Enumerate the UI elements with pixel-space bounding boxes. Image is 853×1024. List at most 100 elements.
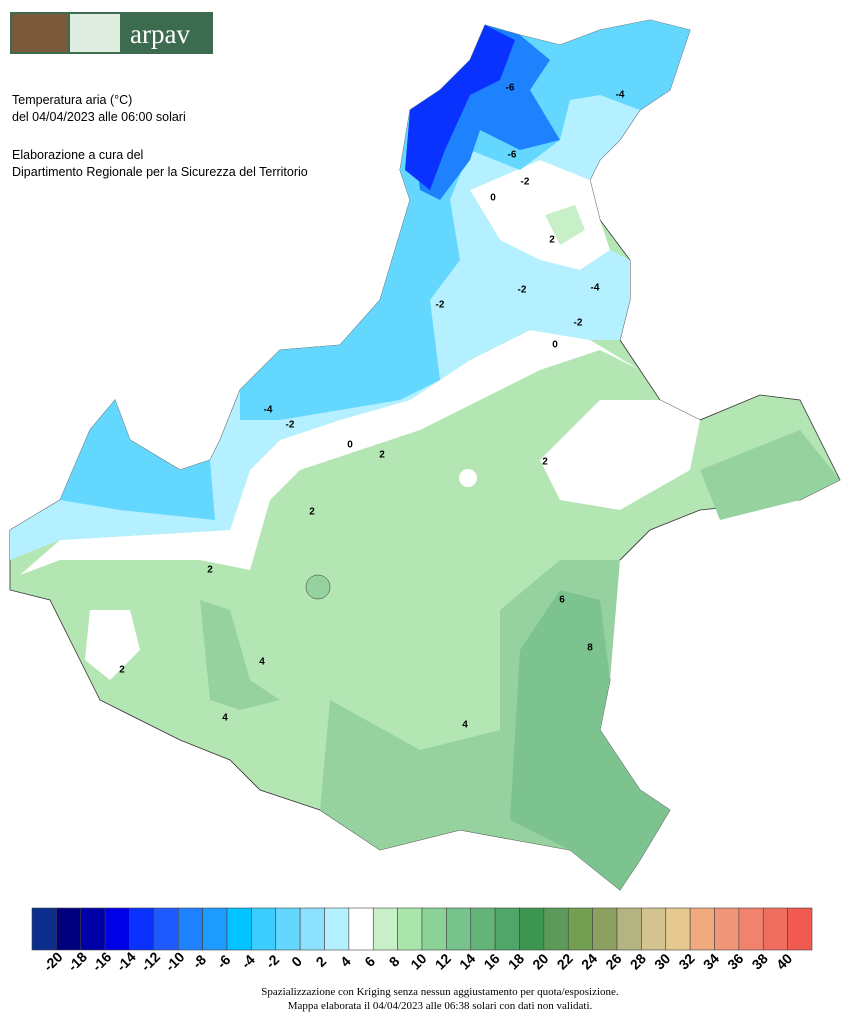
legend-swatch (787, 907, 813, 951)
legend-label: 10 (407, 950, 429, 972)
legend-label: -16 (89, 949, 115, 975)
contour-label: 4 (259, 657, 265, 668)
title: Temperatura aria (°C) (12, 93, 132, 107)
legend-label: 12 (432, 950, 454, 972)
contour-label: 0 (552, 340, 558, 351)
contour-label: 2 (542, 457, 548, 468)
legend-label: 4 (337, 953, 354, 970)
legend-swatch (567, 907, 593, 951)
legend-label: 22 (554, 950, 576, 972)
contour-labels: -6 -6 -4 -2 0 2 -2 -4 -2 0 -2 -4 -2 0 2 2 2 4 4 4 6 8 2 2 (119, 83, 625, 731)
legend-swatch (421, 907, 447, 951)
legend-swatch (665, 907, 691, 951)
legend-label: 40 (773, 950, 795, 972)
legend-label: 26 (602, 950, 624, 972)
legend-swatch (372, 907, 398, 951)
zone-4 (200, 600, 280, 710)
legend-label: -20 (40, 949, 66, 975)
legend-swatch (689, 907, 715, 951)
zone-0 (20, 330, 640, 575)
legend-label: -12 (138, 949, 164, 975)
legend-label: -8 (189, 951, 209, 971)
legend-swatch (251, 907, 277, 951)
contour-label: 0 (347, 440, 353, 451)
legend-swatch (494, 907, 520, 951)
legend-swatch (177, 907, 203, 951)
legend-label: 14 (456, 950, 478, 972)
legend-label: 34 (700, 950, 722, 972)
legend-swatch (592, 907, 618, 951)
legend-swatch (616, 907, 642, 951)
legend-label: 6 (361, 953, 378, 970)
contour-label: -2 (574, 318, 583, 329)
contour-label: -4 (264, 405, 273, 416)
legend-label: 38 (749, 950, 771, 972)
legend-swatch (714, 907, 740, 951)
legend-swatch (129, 907, 155, 951)
footer-note: Spazializzazione con Kriging senza nessu… (261, 986, 619, 998)
legend-swatch (543, 907, 569, 951)
legend-swatch (153, 907, 179, 951)
legend-swatch (348, 907, 374, 951)
logo-mark (70, 14, 120, 52)
contour-label: -6 (508, 150, 517, 161)
contour-label: -2 (436, 300, 445, 311)
zone-minus4 (60, 400, 215, 520)
legend-label: 8 (386, 953, 403, 970)
legend-swatch (299, 907, 325, 951)
zone-0 (459, 469, 477, 487)
contour-label: 4 (222, 713, 228, 724)
legend-label: 20 (529, 950, 551, 972)
legend-swatch (519, 907, 545, 951)
contour-label: -6 (506, 83, 515, 94)
contour-label: -2 (518, 285, 527, 296)
subtitle: del 04/04/2023 alle 06:00 solari (12, 110, 186, 124)
legend-swatch (397, 907, 423, 951)
logo-text: arpav (130, 19, 190, 49)
credit: Elaborazione a cura del (12, 148, 143, 162)
legend-label: -18 (64, 949, 90, 975)
contour-label: 2 (549, 235, 555, 246)
legend-swatch (738, 907, 764, 951)
map (9, 19, 841, 891)
legend-swatch (470, 907, 496, 951)
zone-6 (510, 590, 670, 890)
zone-0 (85, 610, 140, 680)
zone-minus8 (410, 25, 560, 200)
contour-label: -4 (616, 90, 625, 101)
legend-swatch (202, 907, 228, 951)
legend-label: 32 (675, 950, 697, 972)
legend-swatch (104, 907, 130, 951)
zone-2 (545, 205, 585, 245)
legend-swatch (324, 907, 350, 951)
legend-label: -2 (262, 951, 282, 971)
legend: -20-18-16-14-12-10 -8 -6 -4 -2 0 2 4 6 8 10 12 14 16 1… (31, 907, 813, 975)
legend-label: 18 (505, 950, 527, 972)
legend-swatch (762, 907, 788, 951)
legend-swatch (226, 907, 252, 951)
legend-label: -4 (238, 951, 258, 971)
legend-label: -10 (162, 949, 188, 975)
legend-label: 24 (578, 950, 600, 972)
contour-label: 2 (119, 665, 125, 676)
contour-label: 4 (462, 720, 468, 731)
contour-label: 8 (587, 643, 593, 654)
contour-label: -2 (521, 177, 530, 188)
zone-0 (540, 400, 700, 510)
legend-label: 0 (288, 953, 305, 970)
legend-swatch (56, 907, 82, 951)
legend-label: 16 (480, 950, 502, 972)
legend-label: -14 (113, 949, 139, 975)
contour-label: 0 (490, 193, 496, 204)
legend-label: 30 (651, 950, 673, 972)
zone-minus12 (405, 25, 515, 190)
legend-swatch (641, 907, 667, 951)
legend-swatch (275, 907, 301, 951)
logo-lion (12, 14, 68, 52)
contour-label: 2 (379, 450, 385, 461)
footer-note: Mappa elaborata il 04/04/2023 alle 06:38… (288, 1000, 593, 1012)
zone-4 (700, 430, 840, 520)
legend-swatch (80, 907, 106, 951)
